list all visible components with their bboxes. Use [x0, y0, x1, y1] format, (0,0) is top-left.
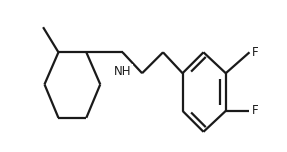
Text: F: F	[252, 46, 259, 59]
Text: F: F	[252, 104, 259, 117]
Text: NH: NH	[114, 65, 131, 78]
